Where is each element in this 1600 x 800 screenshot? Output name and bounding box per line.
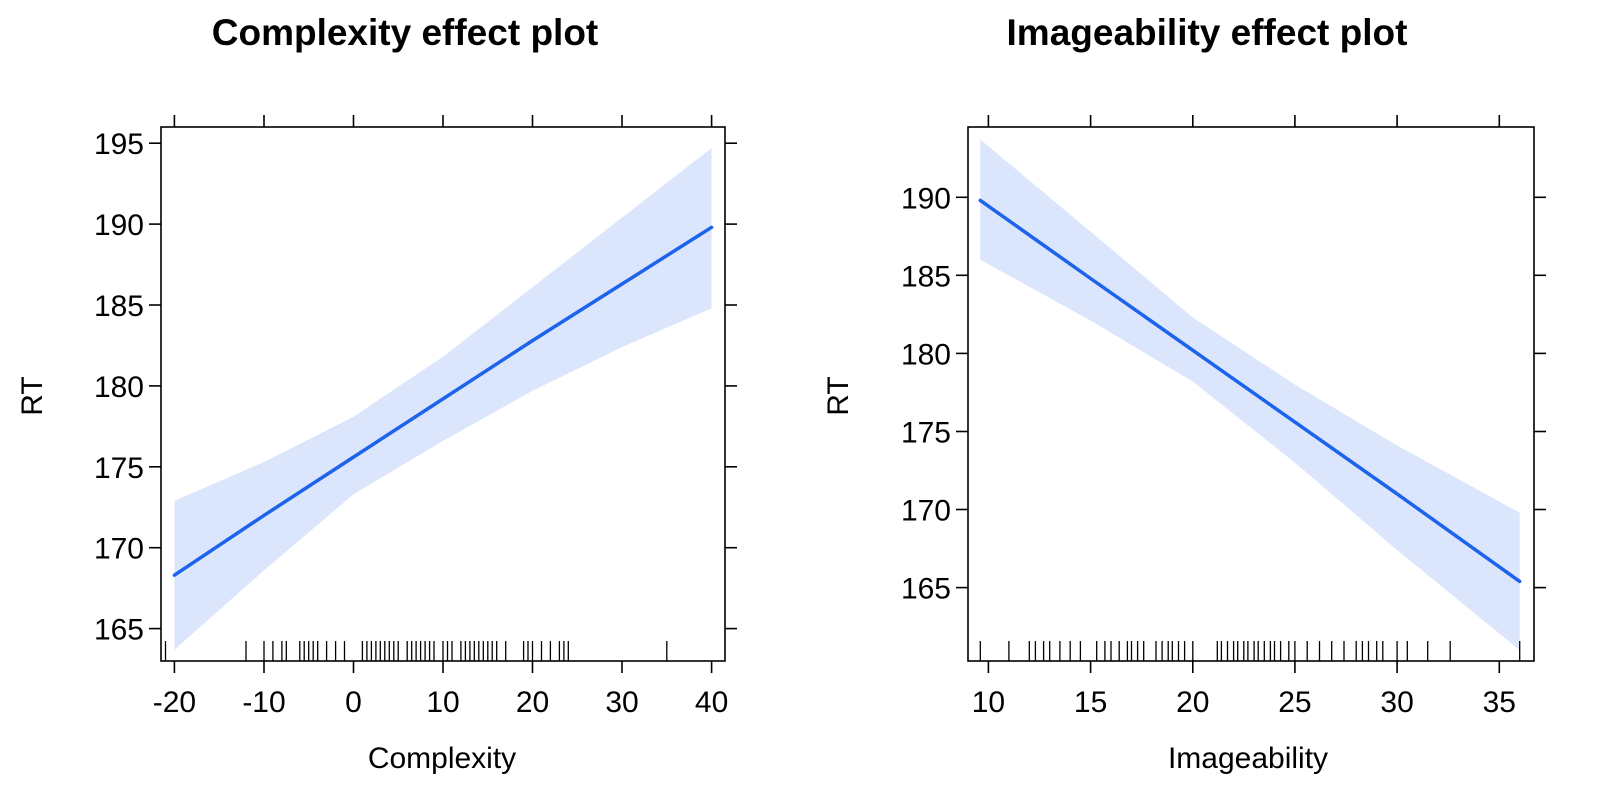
x-tick-label: 30 — [1380, 686, 1413, 719]
y-tick-label: 195 — [94, 128, 144, 161]
x-tick-label: 15 — [1074, 686, 1107, 719]
x-tick-label: 10 — [426, 686, 459, 719]
complexity-effect-panel: Complexity effect plot Complexity RT -20… — [16, 12, 737, 775]
y-tick-label: 175 — [94, 452, 144, 485]
x-axis-label: Complexity — [368, 742, 516, 775]
y-tick-label: 185 — [901, 260, 951, 293]
x-tick-label: 20 — [1176, 686, 1209, 719]
plot-area: 10 15 20 25 30 35 165 170 175 180 185 190 — [901, 115, 1546, 719]
x-tick-label: 0 — [345, 686, 362, 719]
x-axis-label: Imageability — [1168, 742, 1328, 775]
y-tick-label: 190 — [901, 182, 951, 215]
y-tick-label: 165 — [901, 573, 951, 606]
y-tick-label: 175 — [901, 417, 951, 450]
imageability-effect-panel: Imageability effect plot Imageability RT… — [822, 12, 1546, 775]
x-tick-label: 25 — [1278, 686, 1311, 719]
y-tick-label: 170 — [901, 495, 951, 528]
y-tick-label: 180 — [94, 371, 144, 404]
confidence-band — [980, 139, 1520, 651]
x-tick-label: 40 — [695, 686, 728, 719]
x-tick-label: 30 — [605, 686, 638, 719]
x-tick-label: -10 — [242, 686, 285, 719]
y-tick-label: 185 — [94, 290, 144, 323]
chart-title: Imageability effect plot — [1007, 12, 1408, 53]
y-tick-label: 190 — [94, 209, 144, 242]
x-tick-label: -20 — [153, 686, 196, 719]
plot-frame — [967, 126, 1535, 662]
y-tick-label: 165 — [94, 614, 144, 647]
x-tick-label: 20 — [516, 686, 549, 719]
y-axis-label: RT — [16, 376, 49, 415]
fit-line — [172, 225, 714, 577]
y-tick-label: 170 — [94, 533, 144, 566]
y-axis-label: RT — [822, 376, 855, 415]
chart-title: Complexity effect plot — [212, 12, 599, 53]
x-tick-label: 10 — [972, 686, 1005, 719]
y-tick-label: 180 — [901, 338, 951, 371]
fit-line — [978, 198, 1522, 584]
x-tick-label: 35 — [1483, 686, 1516, 719]
plot-area: -20 -10 0 10 20 30 40 165 170 175 180 185 190 195 — [94, 115, 737, 719]
